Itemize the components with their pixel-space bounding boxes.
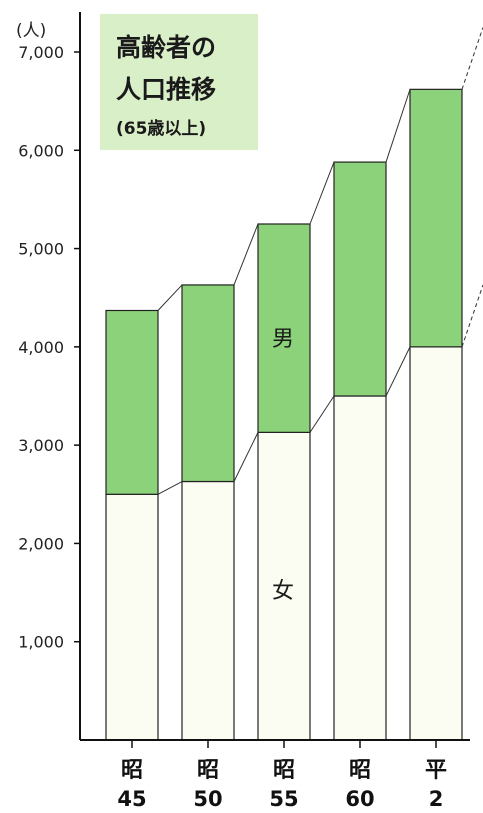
trend-female-dashed xyxy=(461,284,483,348)
y-tick-label-7000: 7,000 xyxy=(18,43,64,62)
x-tick-era-0: 昭 xyxy=(121,758,143,783)
connector-female-1 xyxy=(233,432,259,482)
chart-title-box: 高齢者の 人口推移 (65歳以上) xyxy=(100,14,258,150)
bar-male-3 xyxy=(333,161,387,397)
x-tick-era-1: 昭 xyxy=(197,758,219,783)
connector-total-3 xyxy=(385,89,411,163)
y-tick-label-4000: 4,000 xyxy=(18,338,64,357)
connector-female-2 xyxy=(309,395,335,433)
bar-male-2 xyxy=(257,223,311,433)
x-tick-era-3: 昭 xyxy=(349,758,371,783)
x-tick-era-4: 平 xyxy=(425,758,447,783)
y-tick-label-5000: 5,000 xyxy=(18,240,64,259)
x-tick-era-2: 昭 xyxy=(273,758,295,783)
y-tick-label-1000: 1,000 xyxy=(18,633,64,652)
connector-total-0 xyxy=(157,284,183,311)
bar-female-4 xyxy=(409,346,463,741)
x-tick-year-0: 45 xyxy=(117,787,146,811)
chart-subtitle: (65歳以上) xyxy=(116,119,207,139)
bar-male-0 xyxy=(105,309,159,495)
y-tick-label-6000: 6,000 xyxy=(18,141,64,160)
connector-female-3 xyxy=(385,346,411,397)
y-tick-label-3000: 3,000 xyxy=(18,436,64,455)
x-tick-year-4: 2 xyxy=(429,787,444,811)
connector-female-0 xyxy=(157,481,183,495)
chart-title-line-1: 高齢者の xyxy=(116,33,217,62)
bar-male-1 xyxy=(181,284,235,483)
y-tick-label-2000: 2,000 xyxy=(18,534,64,553)
x-tick-year-1: 50 xyxy=(193,787,222,811)
connector-total-2 xyxy=(309,161,335,225)
trend-total-dashed xyxy=(461,27,483,90)
x-tick-year-3: 60 xyxy=(345,787,374,811)
bar-female-2 xyxy=(257,431,311,741)
bar-female-1 xyxy=(181,480,235,741)
bar-male-4 xyxy=(409,88,463,348)
bar-female-0 xyxy=(105,493,159,741)
chart-title-line-2: 人口推移 xyxy=(116,75,217,104)
bar-female-3 xyxy=(333,395,387,741)
y-unit-label: (人) xyxy=(16,21,46,41)
x-tick-year-2: 55 xyxy=(269,787,298,811)
series-label-female: 女 xyxy=(272,579,294,604)
connector-total-1 xyxy=(233,223,259,286)
series-label-male: 男 xyxy=(272,327,294,352)
